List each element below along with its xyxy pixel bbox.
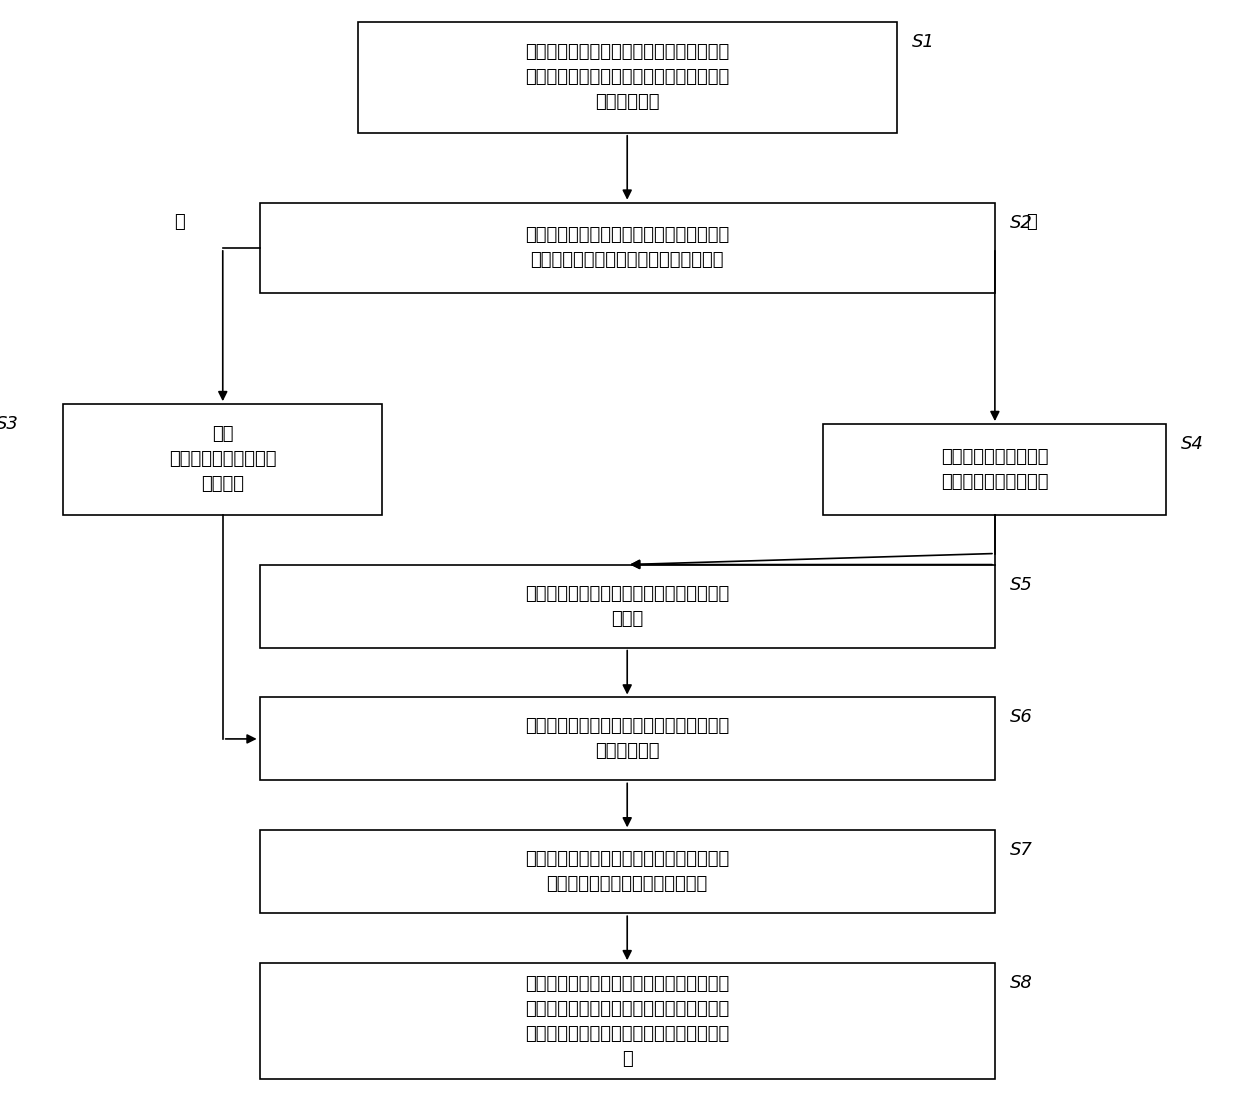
Text: 则该
节点发送入网请求信息
申请加入: 则该 节点发送入网请求信息 申请加入 bbox=[169, 425, 277, 494]
Text: 根据所述入网邀请信息帧，所述簇头节点判
决入网: 根据所述入网邀请信息帧，所述簇头节点判 决入网 bbox=[525, 584, 729, 628]
FancyBboxPatch shape bbox=[259, 830, 994, 913]
FancyBboxPatch shape bbox=[259, 697, 994, 780]
Text: S8: S8 bbox=[1009, 974, 1033, 992]
Text: S6: S6 bbox=[1009, 708, 1033, 726]
Text: S1: S1 bbox=[911, 33, 935, 51]
Text: S5: S5 bbox=[1009, 576, 1033, 593]
Text: S7: S7 bbox=[1009, 841, 1033, 859]
Text: 网络维持，每一个通信周期末，所述簇头节
点依次与本簇内各节点进行交互，完成时间
校准和位置校准，维持网络进入下一通信周
期: 网络维持，每一个通信周期末，所述簇头节 点依次与本簇内各节点进行交互，完成时间 … bbox=[525, 974, 729, 1068]
Text: S4: S4 bbox=[1182, 435, 1204, 453]
Text: 网络业务维持，每一所述节点组网完成后，
进入业务流程: 网络业务维持，每一所述节点组网完成后， 进入业务流程 bbox=[525, 717, 729, 761]
FancyBboxPatch shape bbox=[259, 963, 994, 1079]
FancyBboxPatch shape bbox=[259, 565, 994, 648]
Text: 否: 否 bbox=[1027, 214, 1037, 231]
Text: 是: 是 bbox=[175, 214, 185, 231]
FancyBboxPatch shape bbox=[357, 22, 897, 133]
FancyBboxPatch shape bbox=[259, 203, 994, 293]
FancyBboxPatch shape bbox=[63, 404, 382, 515]
Text: S3: S3 bbox=[0, 415, 19, 433]
Text: 对多无人平台组网急性初始化，所述多无人
平台组网的节点开机后，为每一个所述节点
装订关键信息: 对多无人平台组网急性初始化，所述多无人 平台组网的节点开机后，为每一个所述节点 … bbox=[525, 43, 729, 112]
FancyBboxPatch shape bbox=[823, 424, 1167, 515]
Text: 该节点升为簇头节点，
并广播入网邀请信息帧: 该节点升为簇头节点， 并广播入网邀请信息帧 bbox=[941, 448, 1049, 490]
Text: 在每个通信周期末，进行本簇内所述簇头节
点自适应更新及添加备份簇头节点: 在每个通信周期末，进行本簇内所述簇头节 点自适应更新及添加备份簇头节点 bbox=[525, 850, 729, 893]
Text: 进行簇头初选，每一所述节点根据各自的所
述关键信息判断是否侦听到现有网络信息: 进行簇头初选，每一所述节点根据各自的所 述关键信息判断是否侦听到现有网络信息 bbox=[525, 227, 729, 269]
Text: S2: S2 bbox=[1009, 214, 1033, 231]
